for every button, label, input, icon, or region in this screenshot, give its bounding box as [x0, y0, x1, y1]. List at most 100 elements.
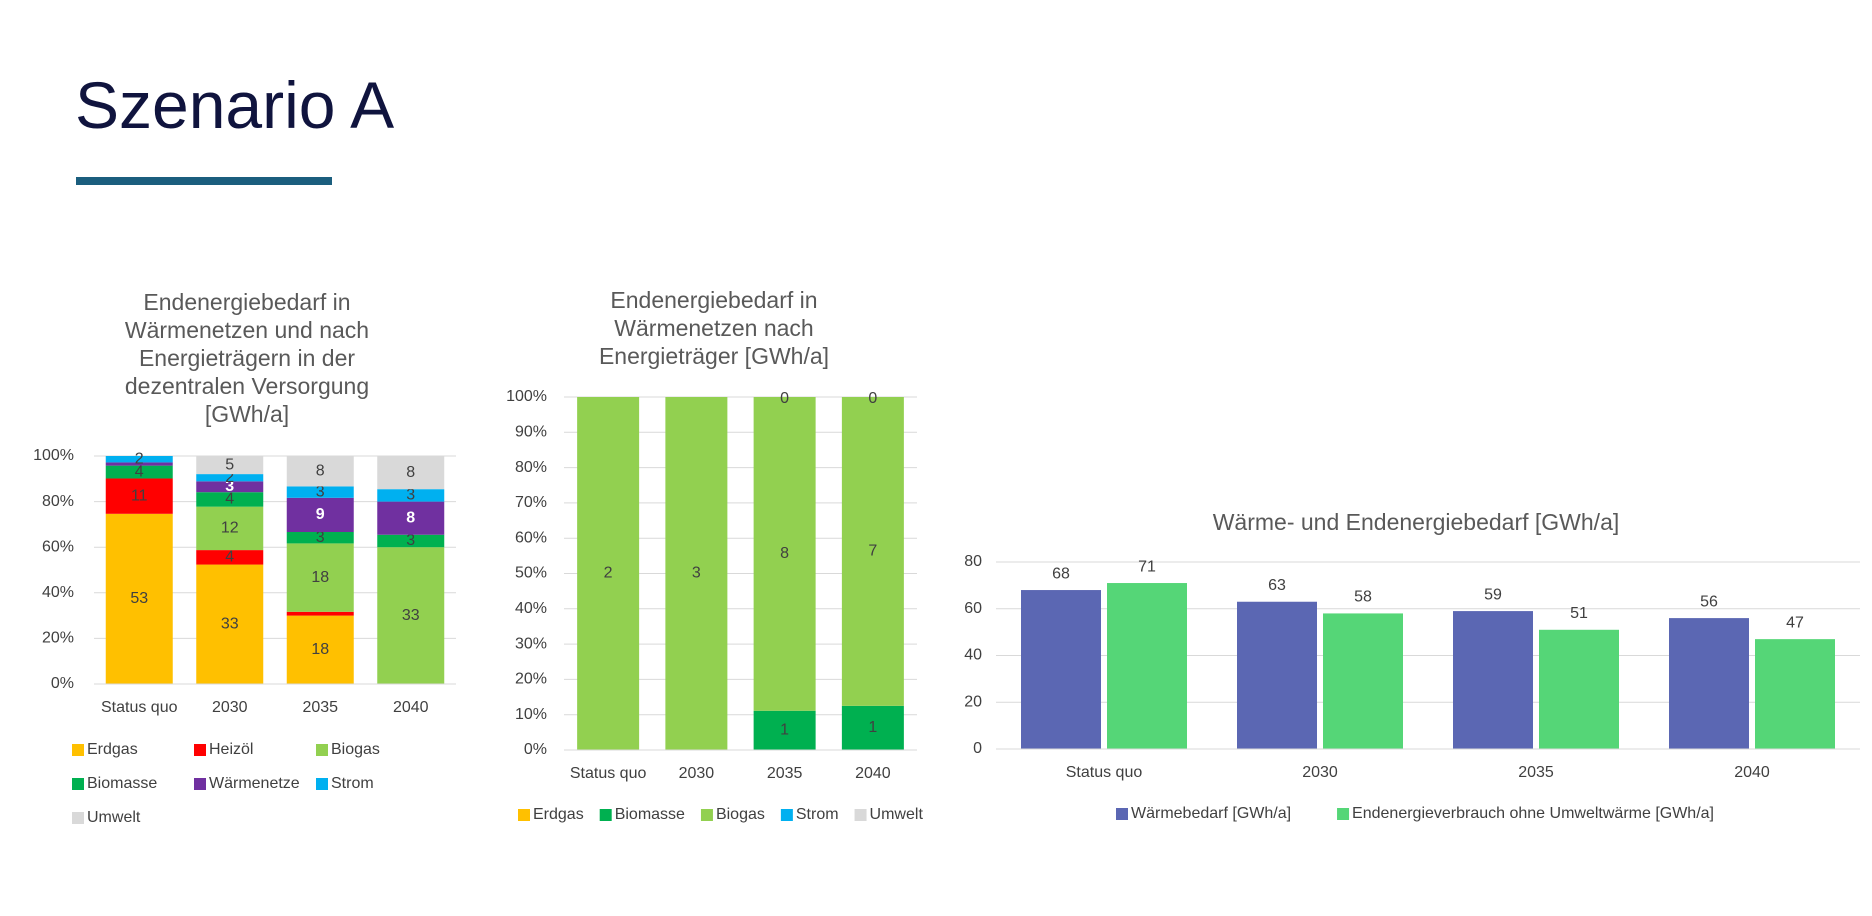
- legend-label: Umwelt: [87, 809, 141, 826]
- legend-swatch: [599, 809, 612, 821]
- legend-label: Wärmenetze: [209, 775, 300, 792]
- legend-label: Erdgas: [533, 806, 584, 823]
- data-label: 11: [131, 487, 148, 504]
- bar-segment: [377, 547, 445, 684]
- bar-segment: [753, 710, 816, 750]
- bar-segment: [196, 481, 264, 493]
- y-tick-label: 40%: [515, 600, 547, 617]
- bar: [1107, 583, 1187, 749]
- x-tick-label: Status quo: [570, 765, 647, 782]
- y-tick-label: 0%: [524, 741, 547, 758]
- chart-title: Energieträgern in der: [139, 345, 355, 371]
- data-label: 7: [868, 543, 877, 560]
- bar: [1021, 590, 1101, 749]
- bar: [1669, 618, 1749, 749]
- bar: [1453, 611, 1533, 749]
- x-tick-label: 2040: [393, 699, 429, 716]
- legend-swatch: [1116, 808, 1128, 820]
- data-label: 51: [1570, 605, 1588, 622]
- data-label: 3: [225, 478, 234, 495]
- bar-segment: [286, 456, 354, 487]
- bar-segment: [377, 534, 445, 548]
- legend-label: Umwelt: [870, 806, 924, 823]
- legend-swatch: [72, 778, 84, 790]
- chart-title: dezentralen Versorgung: [125, 373, 369, 399]
- legend-label: Strom: [796, 806, 839, 823]
- chart-title: Endenergiebedarf in: [143, 289, 350, 315]
- bar-segment: [196, 564, 264, 684]
- y-tick-label: 60%: [515, 529, 547, 546]
- data-label: 2: [135, 450, 144, 467]
- bar-segment: [105, 456, 173, 463]
- data-label: 12: [221, 520, 239, 537]
- data-label: 8: [406, 509, 415, 526]
- data-label: 56: [1700, 593, 1718, 610]
- slide-title: Szenario A: [75, 68, 394, 142]
- bar-segment: [841, 705, 904, 750]
- data-label: 0: [868, 390, 877, 407]
- y-tick-label: 80%: [42, 493, 74, 510]
- data-label: 4: [135, 463, 144, 480]
- y-tick-label: 90%: [515, 424, 547, 441]
- data-label: 3: [406, 487, 415, 504]
- legend-swatch: [72, 812, 84, 824]
- bar: [1237, 601, 1317, 749]
- legend-swatch: [72, 744, 84, 756]
- data-label: 3: [316, 529, 325, 546]
- y-tick-label: 40: [964, 647, 982, 664]
- legend-label: Heizöl: [209, 741, 253, 758]
- y-tick-label: 10%: [515, 706, 547, 723]
- y-tick-label: 80%: [515, 459, 547, 476]
- legend-label: Erdgas: [87, 741, 138, 758]
- bar-segment: [377, 489, 445, 502]
- legend-label: Biomasse: [87, 775, 157, 792]
- bar-segment: [105, 462, 173, 466]
- bar-segment: [665, 397, 728, 750]
- legend-label: Biomasse: [615, 806, 685, 823]
- y-tick-label: 70%: [515, 494, 547, 511]
- bar-segment: [753, 397, 816, 711]
- chart-title: [GWh/a]: [205, 401, 289, 427]
- title-underline: [76, 177, 332, 185]
- data-label: 3: [316, 483, 325, 500]
- data-label: 9: [316, 506, 325, 523]
- y-tick-label: 0%: [51, 675, 74, 692]
- legend-label: Biogas: [716, 806, 765, 823]
- bar-segment: [377, 501, 445, 535]
- bar-segment: [196, 550, 264, 565]
- legend-label: Wärmebedarf [GWh/a]: [1131, 805, 1291, 822]
- bar-segment: [196, 474, 264, 482]
- bar-segment: [196, 492, 264, 507]
- x-tick-label: 2035: [767, 765, 803, 782]
- data-label: 4: [225, 549, 234, 566]
- chart-title: Wärme- und Endenergiebedarf [GWh/a]: [1213, 509, 1620, 535]
- data-label: 53: [130, 590, 148, 607]
- data-label: 71: [1138, 558, 1156, 575]
- x-tick-label: 2040: [1734, 764, 1770, 781]
- bar-segment: [105, 478, 173, 514]
- y-tick-label: 60: [964, 600, 982, 617]
- x-tick-label: 2035: [1518, 764, 1554, 781]
- x-tick-label: 2035: [302, 699, 338, 716]
- chart-title: Endenergiebedarf in: [610, 287, 817, 313]
- legend-swatch: [780, 809, 793, 821]
- data-label: 0: [780, 390, 789, 407]
- y-tick-label: 0: [973, 740, 982, 757]
- chart-title: Energieträger [GWh/a]: [599, 343, 829, 369]
- legend-label: Endenergieverbrauch ohne Umweltwärme [GW…: [1352, 805, 1714, 822]
- data-label: 59: [1484, 586, 1502, 603]
- bar: [1323, 613, 1403, 749]
- bar-segment: [286, 543, 354, 612]
- legend-swatch: [854, 809, 867, 821]
- bar-segment: [286, 611, 354, 616]
- chart-title: Wärmenetzen nach: [614, 315, 813, 341]
- data-label: 63: [1268, 577, 1286, 594]
- bar-segment: [577, 397, 640, 750]
- bar: [1539, 629, 1619, 749]
- data-label: 18: [311, 641, 329, 658]
- bar: [1755, 639, 1835, 749]
- data-label: 8: [780, 545, 789, 562]
- legend-swatch: [316, 778, 328, 790]
- x-tick-label: 2030: [1302, 764, 1338, 781]
